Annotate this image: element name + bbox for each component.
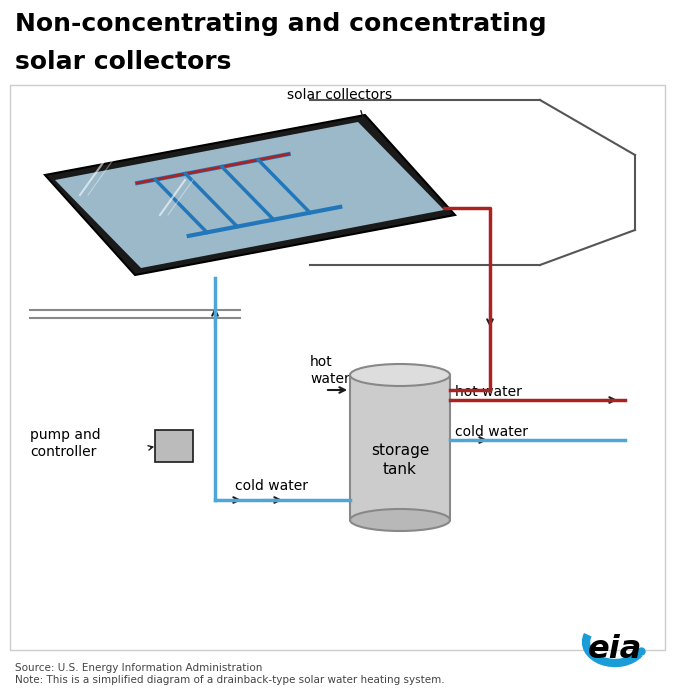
- Bar: [350, 375, 450, 520]
- Text: eia: eia: [588, 634, 642, 666]
- Text: hot water: hot water: [455, 385, 522, 399]
- Ellipse shape: [350, 364, 450, 386]
- Text: cold water: cold water: [235, 479, 308, 493]
- Ellipse shape: [350, 509, 450, 531]
- FancyBboxPatch shape: [10, 85, 665, 650]
- Text: solar collectors: solar collectors: [288, 88, 393, 102]
- Text: storage
tank: storage tank: [371, 442, 429, 477]
- Polygon shape: [55, 122, 444, 268]
- Text: pump and
controller: pump and controller: [30, 428, 101, 459]
- Bar: [155, 430, 193, 462]
- Text: hot
water: hot water: [310, 355, 350, 386]
- Polygon shape: [45, 115, 455, 275]
- Text: Non-concentrating and concentrating: Non-concentrating and concentrating: [15, 12, 546, 36]
- Text: solar collectors: solar collectors: [15, 50, 232, 74]
- Text: cold water: cold water: [455, 425, 528, 439]
- Text: Source: U.S. Energy Information Administration: Source: U.S. Energy Information Administ…: [15, 663, 263, 673]
- Text: Note: This is a simplified diagram of a drainback-type solar water heating syste: Note: This is a simplified diagram of a …: [15, 675, 445, 685]
